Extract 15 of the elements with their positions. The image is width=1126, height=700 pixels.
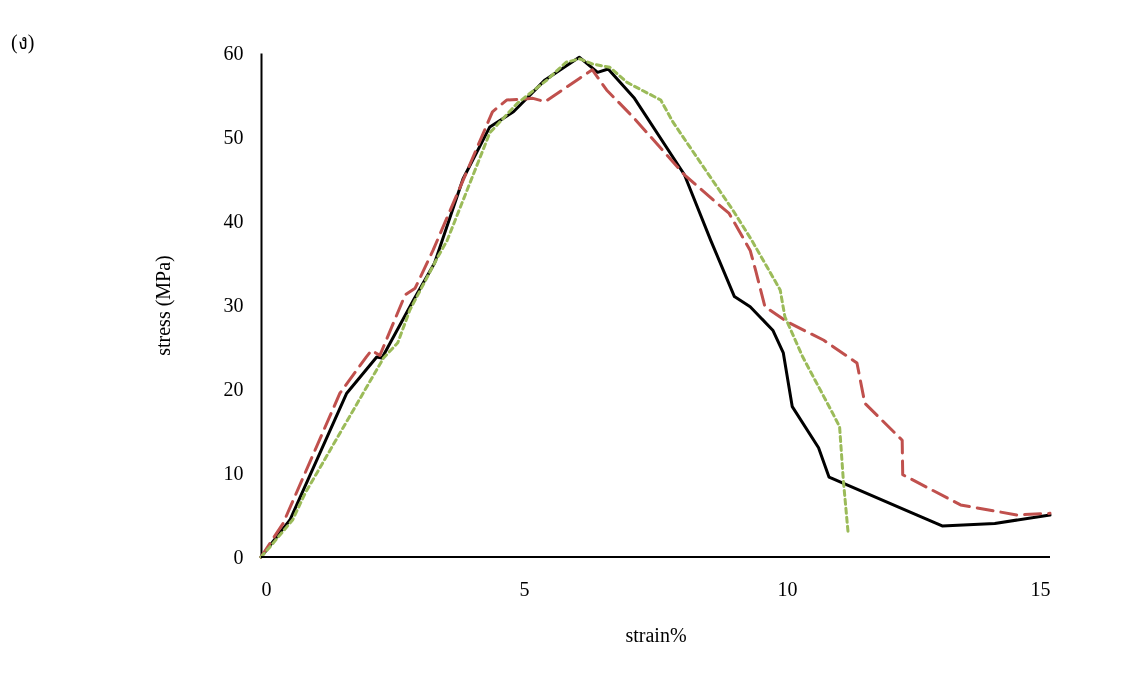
x-tick-label: 0 <box>261 577 272 600</box>
x-tick-label: 15 <box>1030 577 1051 600</box>
y-tick-label: 40 <box>223 209 244 232</box>
y-tick-label: 10 <box>223 461 244 484</box>
y-tick-label: 0 <box>233 545 244 568</box>
x-tick-label: 5 <box>519 577 530 600</box>
line-series <box>259 57 850 559</box>
y-tick-label: 60 <box>223 41 244 64</box>
x-axis-title: strain% <box>625 623 687 646</box>
text: (ง) <box>11 31 35 54</box>
y-tick-label: 30 <box>223 293 244 316</box>
y-axis-title: stress (MPa) <box>151 255 175 356</box>
y-tick-label: 20 <box>223 377 244 400</box>
y-tick-label: 50 <box>223 125 244 148</box>
x-tick-label: 10 <box>777 577 798 600</box>
